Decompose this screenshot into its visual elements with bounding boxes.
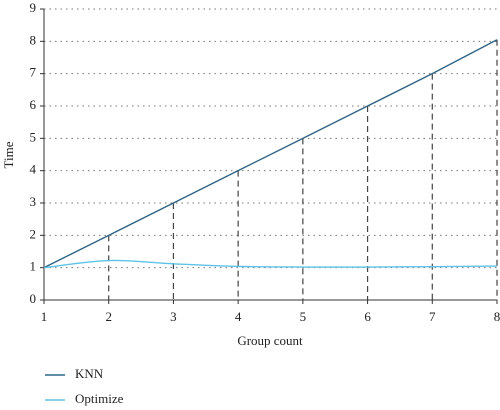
y-tick-label: 6	[30, 97, 37, 112]
y-tick-label: 2	[30, 226, 37, 241]
y-tick-label: 7	[30, 65, 37, 80]
x-tick-label: 1	[41, 309, 48, 324]
x-tick-label: 4	[235, 309, 242, 324]
line-series	[43, 39, 498, 269]
x-tick-label: 2	[105, 309, 112, 324]
line-series	[43, 259, 498, 269]
x-axis-label: Group count	[237, 333, 303, 348]
legend-label: Optimize	[75, 391, 124, 406]
y-tick-label: 5	[30, 129, 37, 144]
y-tick-label: 4	[30, 162, 37, 177]
x-tick-label: 6	[364, 309, 371, 324]
y-tick-label: 9	[30, 0, 37, 15]
y-tick-label: 8	[30, 32, 37, 47]
x-tick-label: 5	[300, 309, 307, 324]
y-tick-label: 0	[30, 291, 37, 306]
x-tick-label: 3	[170, 309, 177, 324]
y-tick-label: 3	[30, 194, 37, 209]
y-tick-label: 1	[30, 259, 37, 274]
x-tick-label: 7	[429, 309, 436, 324]
legend-label: KNN	[75, 366, 104, 381]
x-tick-label: 8	[494, 309, 500, 324]
y-axis-label: Time	[1, 141, 16, 168]
